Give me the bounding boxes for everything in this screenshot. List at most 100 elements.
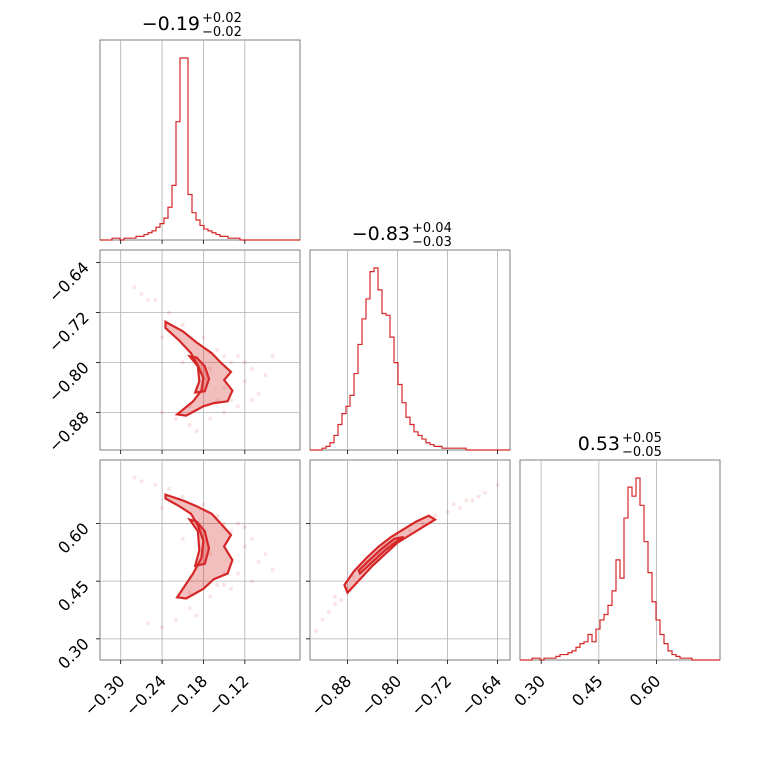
sample-point xyxy=(173,416,178,421)
contour-outer xyxy=(343,514,438,595)
mark-layer xyxy=(100,57,720,661)
x-tick-label: 0.45 xyxy=(568,671,607,710)
grid-layer xyxy=(100,40,657,660)
sample-point xyxy=(249,366,254,371)
sample-point xyxy=(146,298,151,302)
sample-point xyxy=(215,348,220,352)
sample-point xyxy=(470,498,475,503)
sample-point xyxy=(229,360,234,365)
sample-point xyxy=(208,416,213,421)
sample-point xyxy=(408,529,412,534)
x-tick-label: 0.30 xyxy=(510,671,549,710)
sample-point xyxy=(229,529,234,534)
sample-point xyxy=(229,398,234,402)
sample-point xyxy=(180,360,185,365)
contour-inner xyxy=(187,517,211,568)
panel-frame xyxy=(309,249,511,451)
y-tick-label: −0.64 xyxy=(45,258,93,306)
contour-inner xyxy=(186,354,211,394)
sample-point xyxy=(208,366,213,371)
scatter-group-1-2 xyxy=(314,483,500,634)
sample-point xyxy=(333,594,337,599)
x-tick-label: −0.88 xyxy=(307,671,355,719)
y-tick-label: −0.80 xyxy=(45,358,93,406)
param-1-title-minus: −0.03 xyxy=(412,235,452,250)
panel-scatter-1-2 xyxy=(309,459,511,661)
sample-point xyxy=(464,498,469,503)
sample-point xyxy=(420,521,425,526)
x-tick-label: −0.80 xyxy=(357,671,405,719)
x-tick-label: −0.24 xyxy=(122,671,170,719)
sample-point xyxy=(256,559,261,564)
sample-point xyxy=(229,586,234,591)
sample-point xyxy=(201,335,206,340)
sample-point xyxy=(458,506,462,511)
sample-point xyxy=(187,423,192,427)
sample-point xyxy=(235,571,240,576)
param-0-title-value: −0.19 xyxy=(142,13,200,35)
sample-point xyxy=(270,354,275,359)
sample-point xyxy=(270,567,275,572)
sample-point xyxy=(215,583,220,587)
sample-point xyxy=(483,490,487,495)
sample-point xyxy=(201,502,206,507)
sample-point xyxy=(351,575,356,580)
sample-point xyxy=(476,494,481,499)
sample-point xyxy=(249,579,254,584)
sample-point xyxy=(235,354,240,359)
x-tick-label: 0.60 xyxy=(626,671,665,710)
sample-point xyxy=(451,502,456,507)
sample-point xyxy=(235,521,240,526)
sample-point xyxy=(320,617,325,622)
sample-point xyxy=(180,494,185,499)
sample-point xyxy=(222,583,227,587)
x-tick-label: −0.30 xyxy=(80,671,128,719)
param-1-title-value: −0.83 xyxy=(352,223,410,245)
sample-point xyxy=(242,525,247,530)
param-2-title-plus: +0.05 xyxy=(622,431,662,446)
sample-point xyxy=(314,629,319,634)
histogram-2 xyxy=(520,477,720,661)
panel-hist-1: −0.83 +0.04 −0.03 xyxy=(309,221,511,451)
sample-point xyxy=(222,385,227,390)
x-tick-label: −0.64 xyxy=(457,671,505,719)
param-1-title-plus: +0.04 xyxy=(412,221,452,236)
sample-point xyxy=(139,479,144,484)
param-0-title-plus: +0.02 xyxy=(202,11,242,26)
sample-point xyxy=(215,513,220,518)
sample-point xyxy=(222,521,227,526)
contour-inner xyxy=(357,535,405,576)
sample-point xyxy=(146,621,151,626)
sample-point xyxy=(173,617,178,622)
sample-point xyxy=(160,506,165,511)
param-2-title-value: 0.53 xyxy=(578,433,620,455)
histogram-1 xyxy=(310,267,510,451)
sample-point xyxy=(166,486,171,491)
y-tick-label: 0.30 xyxy=(54,634,93,673)
panel-frame xyxy=(99,459,301,661)
panel-frame xyxy=(519,459,721,661)
param-2-title-minus: −0.05 xyxy=(622,445,662,460)
sample-point xyxy=(132,475,137,480)
sample-point xyxy=(249,398,254,402)
x-tick-label: −0.72 xyxy=(407,671,455,719)
panel-frame xyxy=(99,39,301,241)
sample-point xyxy=(242,544,247,549)
sample-point xyxy=(139,291,144,296)
y-tick-label: 0.45 xyxy=(54,577,93,616)
param-0-title-minus: −0.02 xyxy=(202,25,242,40)
sample-point xyxy=(160,410,165,415)
sample-point xyxy=(242,379,247,384)
sample-point xyxy=(180,536,185,541)
sample-point xyxy=(215,398,220,402)
sample-point xyxy=(333,602,337,607)
y-tick-label: −0.88 xyxy=(45,408,93,456)
sample-point xyxy=(242,360,247,365)
sample-point xyxy=(326,609,331,614)
sample-point xyxy=(263,373,268,377)
histogram-0 xyxy=(100,57,300,241)
sample-point xyxy=(445,509,450,514)
sample-point xyxy=(249,536,254,541)
contour-outer xyxy=(164,493,234,600)
